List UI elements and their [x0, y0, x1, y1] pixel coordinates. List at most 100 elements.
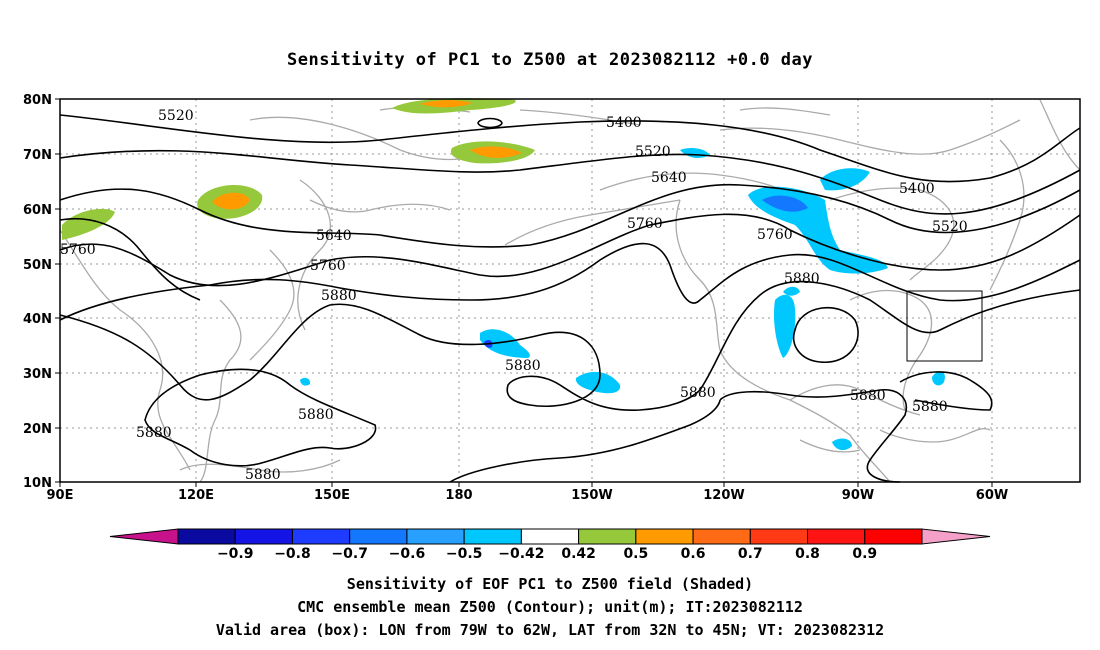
coastlines [59, 99, 1081, 483]
contour-label: 5760 [60, 242, 96, 258]
contour-label: 5640 [316, 228, 352, 244]
lat-tick-label: 10N [23, 476, 52, 491]
negative-region [773, 294, 796, 358]
lat-tick-label: 80N [23, 93, 52, 108]
caption-line-3: Valid area (box): LON from 79W to 62W, L… [215, 621, 885, 639]
positive-region [212, 192, 250, 210]
colorbar-segment [463, 528, 522, 545]
tick-marks [55, 98, 993, 487]
colorbar-segment [692, 528, 751, 545]
lon-tick-label: 60W [976, 488, 1008, 503]
contour-5400 [59, 114, 1081, 183]
contour-label: 5880 [245, 467, 281, 483]
caption-line-1: Sensitivity of EOF PC1 to Z500 field (Sh… [346, 575, 754, 593]
positive-region [470, 146, 522, 158]
colorbar-segment [177, 528, 236, 545]
positive-region [420, 100, 472, 108]
contour-5400-small [477, 117, 503, 129]
contour-5760 [59, 242, 1081, 321]
contour-label: 5880 [505, 358, 541, 374]
colorbar-segment [349, 528, 408, 545]
colorbar-segment [749, 528, 809, 545]
lon-tick-label: 180 [445, 488, 472, 503]
contour-5640 [59, 213, 1081, 287]
colorbar-segment [291, 528, 351, 545]
contour-label: 5760 [757, 227, 793, 243]
plot-frame [59, 98, 1081, 483]
lat-tick-label: 50N [23, 258, 52, 273]
contour-5760-west-loop [59, 218, 201, 301]
negative-region [820, 168, 870, 191]
colorbar-tick-label: 0.42 [561, 546, 596, 562]
lat-tick-label: 70N [23, 148, 52, 163]
contour-5880-south [449, 399, 721, 483]
lon-tick-label: 150W [571, 488, 612, 503]
lat-tick-label: 40N [23, 312, 52, 327]
colorbar-tick-label: −0.6 [389, 546, 426, 562]
negative-region [300, 377, 311, 386]
contour-5880-sw [144, 368, 377, 467]
contour-label: 5520 [158, 108, 194, 124]
lon-tick-label: 150E [314, 488, 350, 503]
colorbar-segment [578, 528, 637, 545]
colorbar-tick-label: −0.5 [446, 546, 483, 562]
contour-5880-closed [793, 306, 859, 363]
contour-labels: 5520 5400 5520 5640 5760 5640 5760 5880 … [60, 108, 968, 483]
colorbar-tick-label: −0.8 [274, 546, 311, 562]
colorbar [109, 528, 991, 545]
map-title: Sensitivity of PC1 to Z500 at 2023082112… [286, 50, 813, 70]
lat-tick-label: 30N [23, 367, 52, 382]
colorbar-tick-label: 0.7 [738, 546, 763, 562]
negative-region [783, 286, 800, 296]
contour-5520-far-north [59, 183, 1081, 248]
contour-label: 5880 [680, 385, 716, 401]
contour-label: 5880 [298, 407, 334, 423]
contour-label: 5760 [627, 216, 663, 232]
colorbar-segment [635, 528, 694, 545]
colorbar-segment [520, 528, 580, 545]
colorbar-over-triangle [921, 528, 991, 545]
contour-label: 5880 [912, 399, 948, 415]
z500-contours [59, 114, 1081, 483]
lon-tick-label: 120W [703, 488, 744, 503]
contour-label: 5400 [899, 181, 935, 197]
colorbar-tick-label: −0.7 [331, 546, 368, 562]
negative-region [832, 438, 852, 451]
contour-label: 5880 [850, 388, 886, 404]
plot-area: 5520 5400 5520 5640 5760 5640 5760 5880 … [23, 93, 1081, 503]
negative-region [680, 147, 710, 158]
colorbar-tick-label: −0.9 [217, 546, 254, 562]
colorbar-tick-label: 0.8 [795, 546, 820, 562]
caption-line-2: CMC ensemble mean Z500 (Contour); unit(m… [297, 598, 803, 616]
colorbar-segment [807, 528, 866, 545]
positive-region [62, 208, 115, 240]
negative-region [480, 329, 530, 358]
colorbar-under-triangle [109, 528, 179, 545]
colorbar-segment [406, 528, 465, 545]
contour-label: 5880 [784, 271, 820, 287]
contour-label: 5880 [321, 288, 357, 304]
colorbar-labels: −0.9 −0.8 −0.7 −0.6 −0.5 −0.42 0.42 0.5 0.6 0.7 0.… [217, 546, 877, 562]
colorbar-tick-label: 0.6 [681, 546, 706, 562]
longitude-labels: 90E 120E 150E 180 150W 120W 90W 60W [47, 488, 1009, 503]
sensitivity-shading [62, 98, 945, 451]
lat-tick-label: 20N [23, 422, 52, 437]
colorbar-segment [234, 528, 293, 545]
contour-label: 5760 [310, 258, 346, 274]
negative-region [762, 195, 808, 212]
colorbar-tick-label: 0.5 [623, 546, 648, 562]
valid-area-box [906, 290, 983, 362]
contour-5880-se-loop [899, 371, 993, 411]
contour-label: 5520 [932, 219, 968, 235]
colorbar-segment [864, 528, 923, 545]
latitude-labels: 80N 70N 60N 50N 40N 30N 20N 10N [23, 93, 52, 491]
contour-label: 5640 [651, 170, 687, 186]
lon-tick-label: 90E [47, 488, 74, 503]
contour-5520-north [59, 149, 1081, 215]
colorbar-tick-label: −0.42 [498, 546, 544, 562]
contour-5880-se [719, 389, 907, 483]
lat-tick-label: 60N [23, 203, 52, 218]
contour-label: 5520 [635, 144, 671, 160]
contour-label: 5880 [136, 425, 172, 441]
